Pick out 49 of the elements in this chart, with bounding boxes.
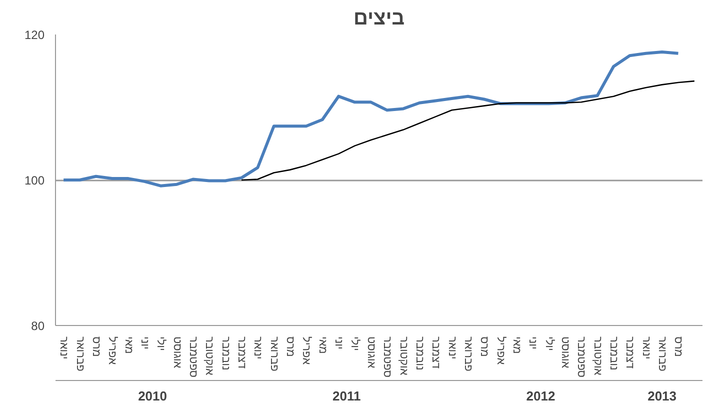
x-tick-label: נובמבר: [413, 336, 426, 370]
x-tick-label: אוקטובר: [203, 336, 216, 376]
x-tick-label: מרס: [284, 336, 296, 357]
x-tick-label: מאי: [316, 336, 328, 354]
x-tick-label: יוני: [526, 336, 539, 350]
text: 2011: [332, 388, 361, 403]
x-tick-label: ינואר: [640, 336, 652, 360]
x-tick-label: אוקטובר: [591, 336, 604, 376]
x-tick-label: פברואר: [462, 336, 474, 372]
x-tick-label: יולי: [154, 336, 167, 351]
x-tick-label: אפריל: [300, 336, 312, 365]
x-tick-label: יוני: [138, 336, 150, 350]
x-tick-label: אפריל: [106, 336, 118, 365]
x-tick-label: יוני: [332, 336, 345, 350]
y-tick-label: 100: [24, 174, 45, 188]
x-tick-label: אוקטובר: [397, 336, 410, 376]
line-series: [62, 50, 680, 188]
x-tick-label: מרס: [90, 336, 102, 357]
x-tick-label: אוגוסט: [559, 336, 572, 368]
x-tick-label: מאי: [510, 336, 522, 354]
x-tick-label: ספטמבר: [575, 336, 588, 378]
x-tick-label: פברואר: [268, 336, 280, 372]
y-tick-label: 80: [31, 319, 45, 333]
x-tick-label: אוגוסט: [170, 336, 183, 368]
x-tick-label: נובמבר: [219, 336, 232, 370]
x-tick-label: דצמבר: [624, 336, 636, 369]
x-tick-label: נובמבר: [608, 336, 620, 370]
x-tick-label: ספטמבר: [186, 336, 199, 378]
x-tick-label: מאי: [122, 336, 134, 354]
y-tick-label: 120: [24, 28, 45, 42]
x-tick-label: יולי: [348, 336, 361, 351]
x-tick-label: ינואר: [446, 336, 458, 360]
x-tick-label: ינואר: [252, 336, 264, 360]
x-tick-label: מרס: [478, 336, 490, 357]
x-tick-label: יולי: [542, 336, 555, 351]
x-tick-label: ינואר: [58, 336, 70, 360]
x-tick-label: פברואר: [74, 336, 86, 372]
text: 2013: [648, 388, 677, 403]
x-tick-label: דצמבר: [236, 336, 248, 369]
x-tick-label: ספטמבר: [381, 336, 394, 378]
text: 2012: [526, 388, 556, 403]
x-tick-label: פברואר: [656, 336, 668, 372]
line-series: [240, 80, 696, 181]
x-tick-label: מרס: [672, 336, 684, 357]
x-tick-label: אוגוסט: [364, 336, 377, 368]
x-tick-label: אפריל: [494, 336, 506, 365]
chart-title: ביצים: [353, 8, 405, 30]
x-tick-label: דצמבר: [430, 336, 442, 369]
text: 2010: [138, 388, 168, 403]
